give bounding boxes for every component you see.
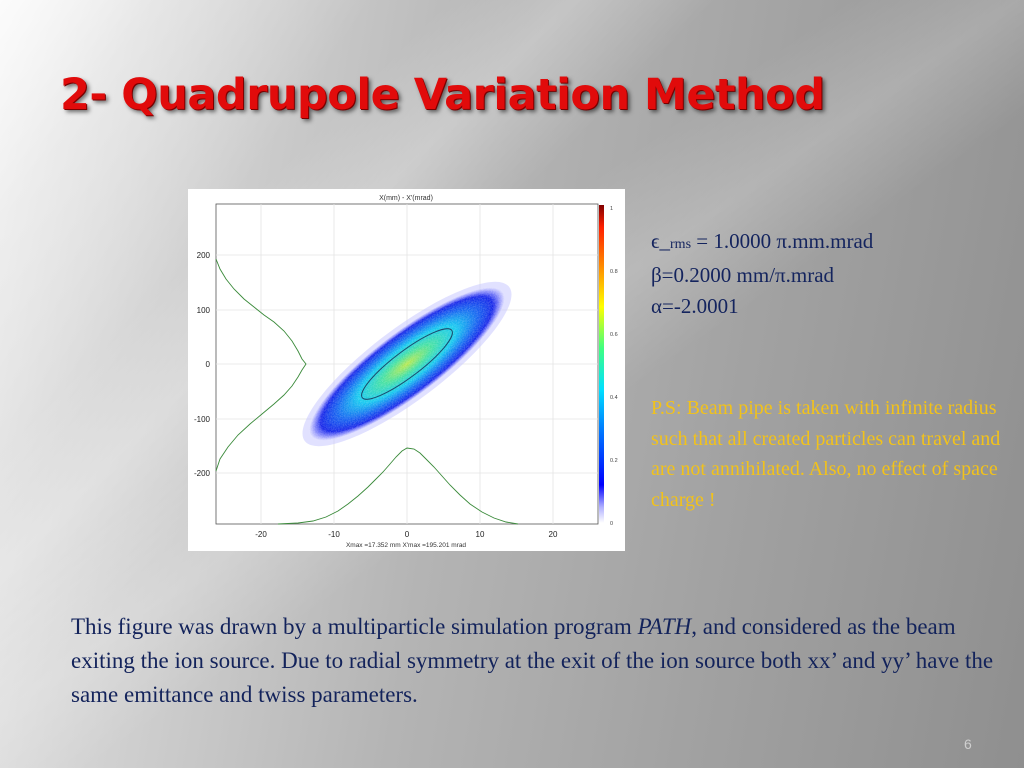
svg-text:0: 0: [206, 360, 211, 369]
svg-text:-20: -20: [255, 530, 267, 539]
twiss-parameters: ϵ_rms = 1.0000 π.mm.mrad β=0.2000 mm/π.m…: [651, 226, 1011, 322]
x-axis-ticks: -20 -10 0 10 20: [255, 530, 558, 539]
svg-text:200: 200: [197, 251, 211, 260]
beta-line: β=0.2000 mm/π.mrad: [651, 263, 835, 287]
phase-space-chart: X(mm) - X'(mrad) 200 100 0 -100: [194, 195, 618, 549]
svg-text:0.8: 0.8: [610, 269, 618, 275]
svg-text:0: 0: [610, 521, 613, 527]
svg-text:0.2: 0.2: [610, 458, 618, 464]
svg-text:0.4: 0.4: [610, 395, 618, 401]
svg-text:-100: -100: [194, 415, 211, 424]
emittance-line: ϵ_rms = 1.0000 π.mm.mrad: [651, 229, 874, 253]
colorbar: [599, 205, 604, 523]
alpha-line: α=-2.0001: [651, 294, 739, 318]
svg-text:20: 20: [549, 530, 558, 539]
svg-text:0.6: 0.6: [610, 332, 618, 338]
chart-title: X(mm) - X'(mrad): [379, 195, 433, 202]
x-axis-label: Xmax =17.352 mm X'max =195.201 mrad: [346, 542, 466, 549]
svg-text:0: 0: [405, 530, 410, 539]
svg-text:100: 100: [197, 306, 211, 315]
svg-text:-200: -200: [194, 469, 211, 478]
ps-note: P.S: Beam pipe is taken with infinite ra…: [651, 397, 1001, 511]
program-name: PATH: [637, 614, 692, 639]
particle-cloud: [302, 281, 512, 447]
svg-text:1: 1: [610, 206, 613, 212]
slide-title: 2- Quadrupole Variation Method: [60, 70, 825, 120]
figure-caption: This figure was drawn by a multiparticle…: [71, 614, 994, 707]
page-number: 6: [964, 736, 972, 752]
xp-profile-curve: [215, 258, 307, 472]
phase-space-figure: X(mm) - X'(mrad) 200 100 0 -100: [188, 189, 625, 551]
colorbar-ticks: 0 0.2 0.4 0.6 0.8 1: [610, 206, 618, 527]
rms-ellipse: [361, 328, 453, 400]
x-profile-curve: [277, 447, 519, 525]
svg-text:-10: -10: [328, 530, 340, 539]
svg-text:10: 10: [476, 530, 485, 539]
y-axis-ticks: 200 100 0 -100 -200: [194, 251, 211, 478]
